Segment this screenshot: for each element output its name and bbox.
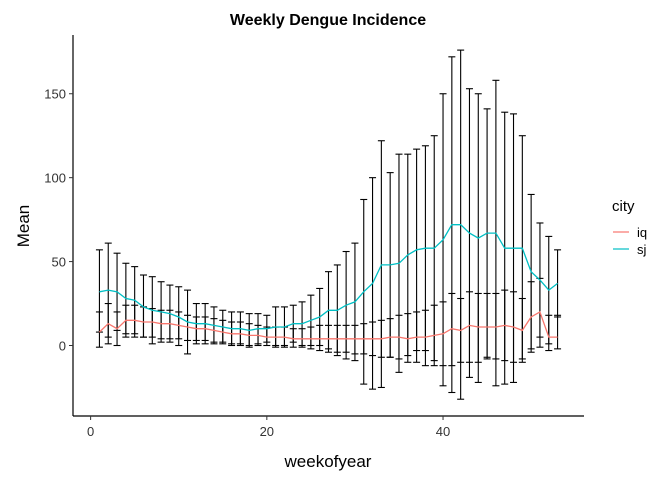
- y-tick-label: 100: [44, 171, 66, 186]
- x-tick-label: 0: [87, 424, 94, 439]
- series-lines: [98, 224, 558, 340]
- error-bars: [95, 49, 562, 400]
- y-axis-ticks: 0 50 100 150: [44, 87, 73, 354]
- error-bar-sj: [377, 140, 385, 389]
- x-tick-label: 20: [260, 424, 274, 439]
- x-axis-ticks: 0 20 40: [87, 416, 450, 439]
- legend-label-sj: sj: [637, 242, 647, 257]
- legend-title: city: [612, 198, 635, 215]
- legend-label-iq: iq: [637, 225, 647, 240]
- error-bar-sj: [518, 135, 526, 360]
- y-axis-label: Mean: [14, 205, 33, 248]
- series-line-sj: [99, 224, 558, 332]
- series-line-iq: [98, 310, 558, 340]
- error-bar-sj: [139, 274, 147, 338]
- legend: city iq sj: [612, 198, 647, 257]
- y-tick-label: 0: [59, 339, 66, 354]
- plot-area: [95, 49, 562, 400]
- chart-title: Weekly Dengue Incidence: [230, 12, 426, 29]
- x-tick-label: 40: [436, 424, 450, 439]
- error-bar-sj: [175, 286, 183, 347]
- x-axis-label: weekofyear: [284, 452, 372, 471]
- y-tick-label: 150: [44, 87, 66, 102]
- y-tick-label: 50: [52, 255, 66, 270]
- error-bar-iq: [554, 314, 562, 350]
